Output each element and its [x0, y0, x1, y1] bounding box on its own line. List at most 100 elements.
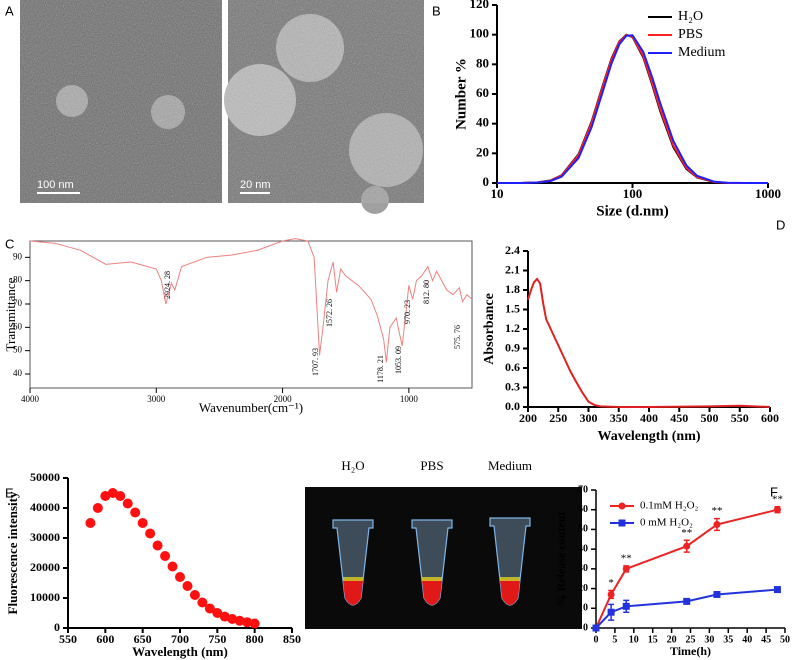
legend-marker: [618, 502, 626, 510]
x-tick-label: 750: [208, 632, 226, 646]
y-tick-label: 80: [13, 275, 23, 285]
y-axis-label: Transmittance: [3, 277, 18, 351]
data-line: [497, 34, 768, 184]
data-point: [175, 572, 185, 582]
x-axis-label: Wavenumber(cm⁻¹): [199, 400, 303, 415]
y-tick-label: 0.3: [505, 379, 520, 393]
y-tick-label: 1.8: [505, 282, 520, 296]
y-axis-label: % Release content: [554, 512, 568, 607]
data-point: [160, 551, 171, 561]
y-tick-label: 0: [583, 622, 588, 633]
legend-marker: [618, 519, 626, 527]
x-tick-label: 40: [742, 634, 752, 645]
peak-label: 812. 80: [422, 280, 431, 304]
x-tick-label: 550: [59, 632, 77, 646]
x-tick-label: 45: [761, 634, 771, 645]
x-tick-label: 700: [171, 632, 189, 646]
data-point: [607, 608, 615, 616]
y-tick-label: 90: [13, 251, 23, 261]
y-tick-label: 1.2: [505, 321, 520, 335]
x-tick-label: 35: [723, 634, 733, 645]
x-tick-label: 1000: [400, 394, 419, 404]
peak-label: 1053. 09: [394, 346, 403, 374]
x-axis-label: Time(h): [670, 644, 711, 658]
y-tick-label: 40: [578, 543, 588, 554]
y-tick-label: 80: [476, 55, 489, 70]
data-point: [137, 518, 148, 528]
legend-label: Medium: [678, 45, 726, 60]
y-tick-label: 10: [578, 603, 588, 614]
data-point: [167, 561, 178, 572]
panel-label: C: [5, 236, 14, 251]
y-tick-label: 20: [578, 583, 588, 594]
x-tick-label: 550: [731, 411, 749, 425]
panel-label: B: [432, 3, 441, 18]
data-point: [607, 590, 615, 598]
x-axis-label: Wavelength (nm): [597, 429, 700, 444]
y-tick-label: 50: [13, 345, 23, 355]
y-tick-label: 50000: [30, 470, 60, 484]
data-point: [713, 521, 721, 528]
data-point: [713, 590, 721, 598]
x-tick-label: 0: [594, 634, 599, 645]
x-tick-label: 10: [491, 186, 504, 201]
data-point: [85, 518, 96, 528]
data-point: [152, 540, 163, 551]
y-tick-label: 40000: [30, 500, 60, 514]
y-tick-label: 0: [483, 174, 490, 189]
significance-label: **: [711, 505, 722, 517]
x-tick-label: 350: [610, 411, 628, 425]
data-line: [595, 508, 778, 629]
x-tick-label: 600: [761, 411, 779, 425]
x-tick-label: 15: [648, 634, 658, 645]
panel-label: E: [5, 485, 14, 500]
data-point: [683, 597, 691, 605]
data-point: [92, 503, 103, 513]
scale-bar-label: 20 nm: [240, 179, 271, 191]
significance-label: **: [772, 493, 783, 505]
y-tick-label: 20000: [30, 560, 60, 574]
y-tick-label: 120: [470, 0, 490, 11]
x-tick-label: 30: [704, 634, 714, 645]
data-point: [242, 617, 253, 628]
peak-label: 970. 23: [403, 300, 412, 324]
peak-label: 575. 76: [453, 325, 462, 349]
panel-label: D: [776, 217, 785, 232]
y-axis-label: Absorbance: [482, 293, 497, 365]
y-axis-label: Number %: [453, 58, 469, 130]
data-line: [497, 33, 768, 184]
y-tick-label: 30000: [30, 530, 60, 544]
x-tick-label: 650: [134, 632, 152, 646]
x-tick-label: 850: [283, 632, 301, 646]
y-tick-label: 10000: [30, 590, 60, 604]
significance-label: **: [621, 552, 632, 564]
data-line: [527, 277, 771, 408]
y-tick-label: 0: [54, 620, 60, 634]
y-tick-label: 40: [476, 115, 489, 130]
data-point: [212, 608, 223, 618]
y-tick-label: 0.6: [505, 360, 520, 374]
legend-label: H₂O: [678, 9, 703, 24]
data-point: [204, 603, 215, 614]
y-tick-label: 50: [578, 524, 588, 535]
legend-label: 0 mM H₂O₂: [640, 517, 693, 529]
data-point: [197, 597, 208, 608]
y-tick-label: 0.9: [505, 340, 520, 354]
data-point: [189, 590, 200, 600]
x-tick-label: 50: [780, 634, 790, 645]
x-tick-label: 5: [612, 634, 617, 645]
plot-frame: [29, 240, 473, 389]
scale-bar-label: 100 nm: [37, 179, 74, 191]
x-tick-label: 2000: [274, 394, 293, 404]
x-axis-label: Size (d.nm): [596, 203, 669, 219]
peak-label: 2924. 28: [163, 271, 172, 299]
x-tick-label: 100: [623, 186, 643, 201]
y-tick-label: 1.5: [505, 301, 520, 315]
legend-label: PBS: [678, 27, 703, 42]
tube-label: PBS: [420, 458, 443, 473]
x-tick-label: 500: [701, 411, 719, 425]
legend-label: 0.1mM H₂O₂: [640, 500, 699, 512]
x-tick-label: 10: [629, 634, 639, 645]
x-tick-label: 400: [640, 411, 658, 425]
